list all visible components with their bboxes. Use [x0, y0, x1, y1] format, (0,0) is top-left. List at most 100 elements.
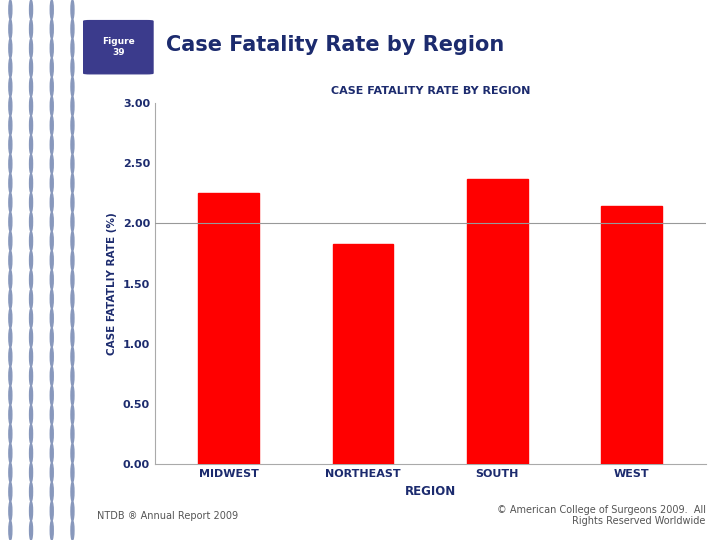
Circle shape: [50, 193, 53, 212]
Circle shape: [71, 193, 74, 212]
Circle shape: [50, 501, 53, 521]
Circle shape: [9, 308, 12, 328]
Circle shape: [71, 58, 74, 77]
Circle shape: [71, 0, 74, 19]
Circle shape: [71, 501, 74, 521]
Circle shape: [71, 135, 74, 154]
Circle shape: [71, 424, 74, 444]
Circle shape: [9, 424, 12, 444]
Circle shape: [50, 328, 53, 347]
Circle shape: [30, 386, 32, 405]
Circle shape: [50, 521, 53, 540]
Circle shape: [50, 19, 53, 39]
Circle shape: [9, 19, 12, 39]
Circle shape: [71, 96, 74, 116]
Circle shape: [50, 135, 53, 154]
Circle shape: [71, 212, 74, 232]
Circle shape: [9, 173, 12, 193]
Circle shape: [50, 212, 53, 232]
Circle shape: [30, 289, 32, 309]
Circle shape: [30, 366, 32, 386]
Circle shape: [71, 405, 74, 424]
Circle shape: [9, 77, 12, 97]
Circle shape: [9, 482, 12, 502]
Circle shape: [9, 443, 12, 463]
Circle shape: [9, 58, 12, 77]
Circle shape: [71, 463, 74, 482]
Circle shape: [50, 366, 53, 386]
Circle shape: [30, 405, 32, 424]
Circle shape: [30, 308, 32, 328]
Circle shape: [9, 501, 12, 521]
Circle shape: [9, 521, 12, 540]
Circle shape: [9, 135, 12, 154]
Bar: [333, 244, 393, 464]
Circle shape: [9, 366, 12, 386]
Circle shape: [71, 154, 74, 174]
Bar: [601, 206, 662, 464]
Circle shape: [9, 154, 12, 174]
Circle shape: [71, 521, 74, 540]
Title: CASE FATALITY RATE BY REGION: CASE FATALITY RATE BY REGION: [330, 86, 530, 96]
Circle shape: [71, 173, 74, 193]
Circle shape: [71, 116, 74, 135]
Circle shape: [30, 135, 32, 154]
Circle shape: [50, 443, 53, 463]
Circle shape: [30, 463, 32, 482]
Circle shape: [30, 193, 32, 212]
FancyBboxPatch shape: [84, 21, 153, 74]
Circle shape: [9, 96, 12, 116]
Circle shape: [50, 38, 53, 58]
Circle shape: [50, 347, 53, 367]
Circle shape: [50, 386, 53, 405]
Circle shape: [30, 501, 32, 521]
Circle shape: [9, 270, 12, 289]
Circle shape: [50, 251, 53, 270]
Circle shape: [9, 251, 12, 270]
Circle shape: [71, 251, 74, 270]
Circle shape: [30, 347, 32, 367]
Circle shape: [30, 270, 32, 289]
Circle shape: [50, 231, 53, 251]
Y-axis label: CASE FATATLIY RATE (%): CASE FATATLIY RATE (%): [107, 212, 117, 355]
Circle shape: [30, 96, 32, 116]
Circle shape: [30, 58, 32, 77]
Circle shape: [9, 405, 12, 424]
Circle shape: [30, 482, 32, 502]
Circle shape: [30, 77, 32, 97]
Circle shape: [30, 38, 32, 58]
Circle shape: [50, 0, 53, 19]
Circle shape: [30, 521, 32, 540]
Circle shape: [71, 231, 74, 251]
Circle shape: [9, 328, 12, 347]
Circle shape: [71, 270, 74, 289]
Circle shape: [30, 443, 32, 463]
Circle shape: [50, 77, 53, 97]
Circle shape: [30, 424, 32, 444]
Circle shape: [9, 116, 12, 135]
Text: Figure
39: Figure 39: [102, 37, 135, 57]
Circle shape: [30, 173, 32, 193]
Circle shape: [30, 231, 32, 251]
Circle shape: [30, 0, 32, 19]
Circle shape: [50, 58, 53, 77]
Circle shape: [30, 212, 32, 232]
X-axis label: REGION: REGION: [405, 485, 456, 498]
Circle shape: [30, 328, 32, 347]
Text: © American College of Surgeons 2009.  All
Rights Reserved Worldwide: © American College of Surgeons 2009. All…: [497, 505, 706, 526]
Circle shape: [71, 77, 74, 97]
Circle shape: [50, 154, 53, 174]
Circle shape: [71, 366, 74, 386]
Circle shape: [71, 289, 74, 309]
Circle shape: [50, 116, 53, 135]
Circle shape: [71, 328, 74, 347]
Circle shape: [50, 424, 53, 444]
Circle shape: [30, 19, 32, 39]
Circle shape: [9, 386, 12, 405]
Circle shape: [30, 251, 32, 270]
Circle shape: [71, 308, 74, 328]
Bar: [199, 193, 259, 464]
Circle shape: [9, 231, 12, 251]
Circle shape: [50, 463, 53, 482]
Circle shape: [9, 347, 12, 367]
